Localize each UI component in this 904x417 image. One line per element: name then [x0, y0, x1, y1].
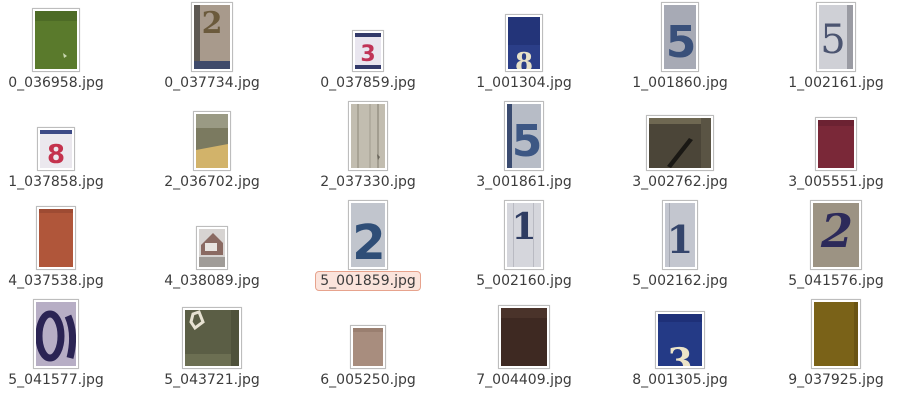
- file-name: 3_005551.jpg: [788, 174, 884, 190]
- file-name: 7_004409.jpg: [476, 372, 572, 388]
- file-name: 1_002161.jpg: [788, 75, 884, 91]
- svg-text:5: 5: [820, 17, 845, 63]
- svg-text:2: 2: [202, 6, 223, 41]
- file-item[interactable]: 2_037330.jpg: [290, 99, 446, 197]
- file-name: 0_036958.jpg: [8, 75, 104, 91]
- image-file-icon[interactable]: 5: [504, 101, 544, 171]
- file-name: 4_037538.jpg: [8, 273, 104, 289]
- file-name: 6_005250.jpg: [320, 372, 416, 388]
- image-file-icon[interactable]: [182, 307, 242, 369]
- image-file-icon[interactable]: [33, 299, 79, 369]
- file-name: 3_001861.jpg: [476, 174, 572, 190]
- file-item[interactable]: 7_004409.jpg: [446, 297, 602, 395]
- file-name: 1_037858.jpg: [8, 174, 104, 190]
- image-file-icon[interactable]: [36, 206, 76, 270]
- file-name: 8_001305.jpg: [632, 372, 728, 388]
- file-item[interactable]: 3 0_037859.jpg: [290, 0, 446, 98]
- image-file-icon[interactable]: 8: [505, 14, 543, 72]
- file-name: 1_001304.jpg: [476, 75, 572, 91]
- file-name-selected: 5_001859.jpg: [315, 271, 421, 291]
- file-item[interactable]: 5_043721.jpg: [134, 297, 290, 395]
- file-name: 4_038089.jpg: [164, 273, 260, 289]
- file-item[interactable]: 3_002762.jpg: [602, 99, 758, 197]
- file-item[interactable]: 0_036958.jpg: [0, 0, 134, 98]
- image-file-icon[interactable]: 3: [655, 311, 705, 369]
- image-file-icon[interactable]: 2: [348, 200, 388, 270]
- image-file-icon[interactable]: 1: [662, 200, 698, 270]
- svg-text:8: 8: [515, 48, 533, 69]
- svg-text:1: 1: [667, 217, 693, 262]
- image-file-icon[interactable]: 2: [810, 200, 862, 270]
- file-name: 2_037330.jpg: [320, 174, 416, 190]
- svg-text:2: 2: [352, 215, 385, 267]
- file-item[interactable]: 2_036702.jpg: [134, 99, 290, 197]
- file-item[interactable]: 5 3_001861.jpg: [446, 99, 602, 197]
- file-item[interactable]: 5 1_002161.jpg: [758, 0, 904, 98]
- svg-text:3: 3: [360, 42, 375, 67]
- image-file-icon[interactable]: 3: [352, 30, 384, 72]
- image-file-icon[interactable]: [646, 115, 714, 171]
- file-name: 3_002762.jpg: [632, 174, 728, 190]
- svg-text:5: 5: [512, 116, 541, 167]
- image-file-icon[interactable]: 1: [504, 200, 544, 270]
- file-name: 5_041577.jpg: [8, 372, 104, 388]
- image-file-icon[interactable]: 8: [37, 127, 75, 171]
- image-file-icon[interactable]: [815, 117, 857, 171]
- file-name: 9_037925.jpg: [788, 372, 884, 388]
- image-file-icon[interactable]: 5: [816, 2, 856, 72]
- file-item[interactable]: 6_005250.jpg: [290, 297, 446, 395]
- file-item[interactable]: 1 5_002160.jpg: [446, 198, 602, 296]
- svg-text:5: 5: [666, 17, 696, 68]
- image-file-icon[interactable]: [811, 299, 861, 369]
- file-name: 0_037859.jpg: [320, 75, 416, 91]
- file-item[interactable]: 3 8_001305.jpg: [602, 297, 758, 395]
- file-item[interactable]: 1 5_002162.jpg: [602, 198, 758, 296]
- image-file-icon[interactable]: [348, 101, 388, 171]
- file-item[interactable]: 4_037538.jpg: [0, 198, 134, 296]
- file-name: 1_001860.jpg: [632, 75, 728, 91]
- file-item[interactable]: 3_005551.jpg: [758, 99, 904, 197]
- image-file-icon[interactable]: 5: [661, 2, 699, 72]
- image-file-icon[interactable]: [196, 226, 228, 270]
- svg-text:2: 2: [820, 204, 853, 258]
- file-item[interactable]: 9_037925.jpg: [758, 297, 904, 395]
- image-file-icon[interactable]: [32, 8, 80, 72]
- file-item-selected[interactable]: 2 5_001859.jpg: [290, 198, 446, 296]
- image-file-icon[interactable]: [193, 111, 231, 171]
- file-item[interactable]: 8 1_037858.jpg: [0, 99, 134, 197]
- file-item[interactable]: 2 0_037734.jpg: [134, 0, 290, 98]
- file-name: 5_043721.jpg: [164, 372, 260, 388]
- file-item[interactable]: 4_038089.jpg: [134, 198, 290, 296]
- file-name: 0_037734.jpg: [164, 75, 260, 91]
- image-file-icon[interactable]: 2: [191, 2, 233, 72]
- file-item[interactable]: 5 1_001860.jpg: [602, 0, 758, 98]
- file-item[interactable]: 8 1_001304.jpg: [446, 0, 602, 98]
- file-name: 2_036702.jpg: [164, 174, 260, 190]
- image-file-icon[interactable]: [350, 325, 386, 369]
- svg-text:8: 8: [47, 140, 65, 168]
- file-item[interactable]: 2 5_041576.jpg: [758, 198, 904, 296]
- svg-text:1: 1: [511, 206, 536, 248]
- file-name: 5_002162.jpg: [632, 273, 728, 289]
- svg-text:3: 3: [667, 341, 692, 366]
- file-name: 5_002160.jpg: [476, 273, 572, 289]
- image-file-icon[interactable]: [498, 305, 550, 369]
- file-name: 5_041576.jpg: [788, 273, 884, 289]
- file-item[interactable]: 5_041577.jpg: [0, 297, 134, 395]
